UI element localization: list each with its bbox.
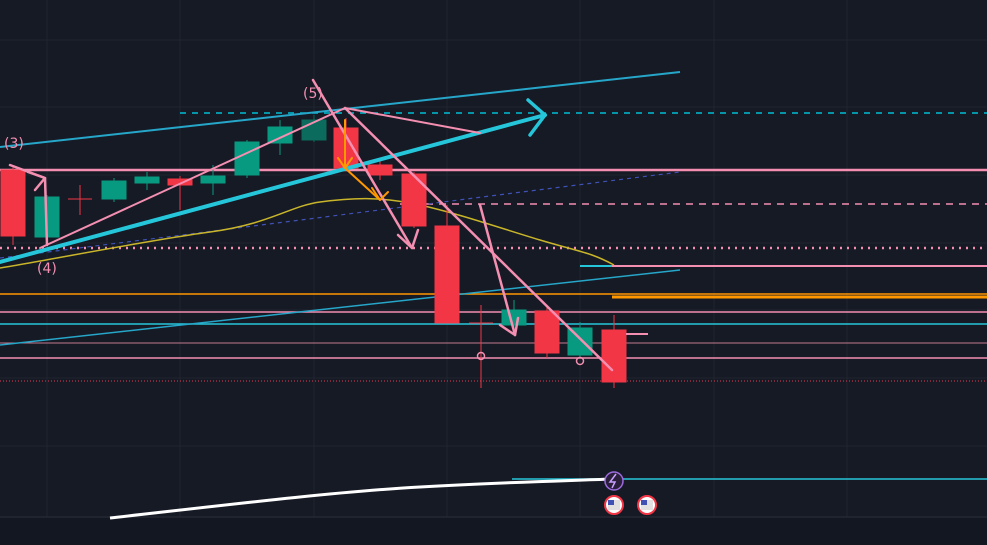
footer-bar [0,518,987,545]
drawings [0,78,614,372]
levels [0,112,987,480]
wave-label: (3) [4,136,24,152]
wave-label: (4) [37,261,57,277]
event-icons[interactable] [604,471,657,515]
grid [0,0,987,517]
wave-label: (5) [303,86,323,102]
